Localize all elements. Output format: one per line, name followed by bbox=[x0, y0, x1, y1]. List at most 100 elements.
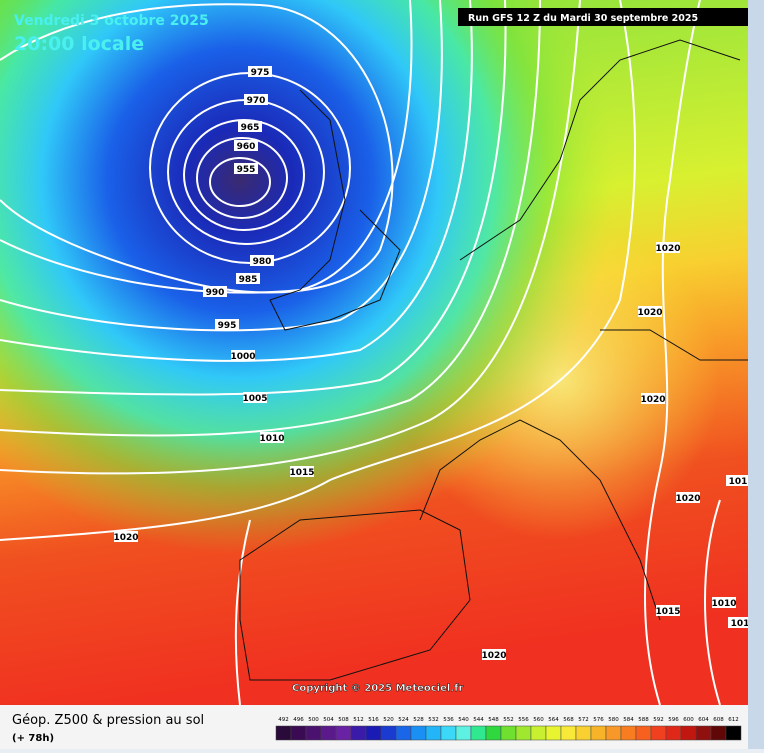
isobar-label-bg bbox=[260, 432, 284, 443]
isobar-labels: 975 970 965 960 955 980 985 990 995 1000 1005 1010 1… bbox=[113, 66, 752, 661]
isobar-label: 1020 bbox=[637, 308, 662, 318]
scale-swatch bbox=[290, 725, 307, 741]
scale-label: 544 bbox=[473, 717, 484, 723]
scale-label: 500 bbox=[308, 717, 319, 723]
scale-swatch bbox=[650, 725, 667, 741]
isobar-label-bg bbox=[203, 286, 227, 297]
scale-swatch bbox=[335, 725, 352, 741]
forecast-time: 20:00 locale bbox=[14, 33, 144, 55]
scale-label: 556 bbox=[518, 717, 529, 723]
isobar-label: 1020 bbox=[481, 651, 506, 661]
scale-label: 576 bbox=[593, 717, 604, 723]
scale-swatch bbox=[380, 725, 397, 741]
scale-swatch bbox=[365, 725, 382, 741]
isobar-label-bg bbox=[231, 350, 255, 361]
isobar-label: 101 bbox=[729, 477, 748, 487]
isobar-label-bg bbox=[215, 319, 239, 330]
scale-label: 608 bbox=[713, 717, 724, 723]
isobar-label: 101 bbox=[731, 619, 750, 629]
isobar-label-bg bbox=[234, 163, 258, 174]
scale-label: 548 bbox=[488, 717, 499, 723]
isobar-label: 1010 bbox=[259, 434, 284, 444]
isobar-label-bg bbox=[712, 597, 736, 608]
low-shading bbox=[0, 0, 748, 705]
scale-label: 512 bbox=[353, 717, 364, 723]
scale-label: 520 bbox=[383, 717, 394, 723]
scale-label: 588 bbox=[638, 717, 649, 723]
isobar-label: 965 bbox=[241, 123, 260, 133]
isobar-label: 980 bbox=[253, 257, 272, 267]
scale-swatch bbox=[620, 725, 637, 741]
isobar-label-bg bbox=[250, 255, 274, 266]
isobar-label-bg bbox=[728, 617, 752, 628]
isobar-label-bg bbox=[243, 392, 267, 403]
isobar-label-bg bbox=[114, 531, 138, 542]
scale-label: 540 bbox=[458, 717, 469, 723]
scale-label: 564 bbox=[548, 717, 559, 723]
isobar-label: 985 bbox=[239, 275, 258, 285]
isobar-label: 955 bbox=[237, 165, 256, 175]
isobar-label: 1020 bbox=[655, 244, 680, 254]
scale-swatch bbox=[530, 725, 547, 741]
isobar-label-bg bbox=[290, 466, 314, 477]
copyright: Copyright © 2025 Meteociel.fr bbox=[292, 683, 463, 694]
isobar-label: 1020 bbox=[675, 494, 700, 504]
scale-label: 600 bbox=[683, 717, 694, 723]
scale-label: 572 bbox=[578, 717, 589, 723]
forecast-date: Vendredi 3 octobre 2025 bbox=[14, 13, 209, 29]
scale-swatch bbox=[545, 725, 562, 741]
scale-label: 596 bbox=[668, 717, 679, 723]
scale-label: 584 bbox=[623, 717, 634, 723]
scale-label: 532 bbox=[428, 717, 439, 723]
scale-swatch bbox=[440, 725, 457, 741]
scale-swatch bbox=[470, 725, 487, 741]
scale-swatch bbox=[410, 725, 427, 741]
scale-label: 592 bbox=[653, 717, 664, 723]
scale-swatch bbox=[455, 725, 472, 741]
isobar-label: 960 bbox=[237, 142, 256, 152]
scale-swatch bbox=[635, 725, 652, 741]
scale-label: 560 bbox=[533, 717, 544, 723]
scale-label: 496 bbox=[293, 717, 304, 723]
scale-swatch bbox=[515, 725, 532, 741]
scale-label: 604 bbox=[698, 717, 709, 723]
scale-swatch bbox=[725, 725, 742, 741]
isobar-label-bg bbox=[656, 605, 680, 616]
side-strip bbox=[748, 0, 764, 749]
scale-swatch bbox=[590, 725, 607, 741]
isobar-label-bg bbox=[234, 140, 258, 151]
scale-label: 516 bbox=[368, 717, 379, 723]
isobar-label: 995 bbox=[218, 321, 237, 331]
footer-title: Géop. Z500 & pression au sol bbox=[12, 713, 204, 728]
scale-swatch bbox=[500, 725, 517, 741]
scale-label: 524 bbox=[398, 717, 409, 723]
scale-swatch bbox=[350, 725, 367, 741]
isobar-label: 990 bbox=[206, 288, 225, 298]
isobar-label: 1020 bbox=[113, 533, 138, 543]
scale-swatch bbox=[485, 725, 502, 741]
isobar-label: 1015 bbox=[655, 607, 680, 617]
footer-lead: (+ 78h) bbox=[12, 733, 54, 744]
scale-swatch bbox=[275, 725, 292, 741]
scale-label: 508 bbox=[338, 717, 349, 723]
scale-swatch bbox=[305, 725, 322, 741]
isobar-label: 975 bbox=[251, 68, 270, 78]
isobar-label: 1015 bbox=[289, 468, 314, 478]
scale-swatch bbox=[710, 725, 727, 741]
coastlines bbox=[239, 39, 748, 681]
isobar-label: 1005 bbox=[242, 394, 267, 404]
isobar-label-bg bbox=[656, 242, 680, 253]
scale-swatch bbox=[575, 725, 592, 741]
scale-label: 552 bbox=[503, 717, 514, 723]
scale-label: 580 bbox=[608, 717, 619, 723]
scale-label: 536 bbox=[443, 717, 454, 723]
isobar-label: 1000 bbox=[230, 352, 255, 362]
isobar-label-bg bbox=[482, 649, 506, 660]
isobar-label: 970 bbox=[247, 96, 266, 106]
scale-swatch bbox=[695, 725, 712, 741]
isobar-label-bg bbox=[638, 306, 662, 317]
color-scale: 492 496 500 504 508 512 516 520 524 528 532 536 540 5… bbox=[275, 717, 742, 741]
scale-swatch bbox=[680, 725, 697, 741]
